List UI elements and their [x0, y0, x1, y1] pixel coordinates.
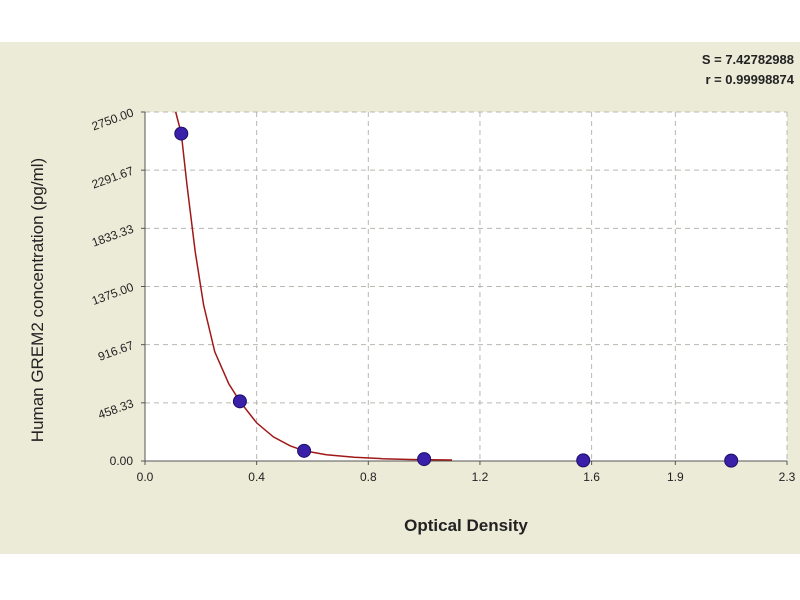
r-value: r = 0.99998874 [705, 72, 794, 87]
fitted-curve [174, 111, 453, 461]
y-tick-label: 0.00 [110, 454, 134, 468]
data-point [174, 126, 189, 141]
x-tick-label: 2.3 [779, 470, 796, 484]
x-axis-label: Optical Density [404, 516, 528, 535]
y-axis-label: Human GREM2 concentration (pg/ml) [28, 157, 47, 443]
x-tick-label: 1.6 [583, 470, 600, 484]
y-tick-label: 1375.00 [90, 280, 136, 308]
data-point [417, 452, 432, 467]
x-tick-label: 1.9 [667, 470, 684, 484]
s-value: S = 7.42782988 [701, 52, 794, 67]
y-tick-label: 2750.00 [90, 105, 136, 133]
x-tick-label: 0.0 [137, 470, 154, 484]
data-point [297, 443, 312, 458]
y-tick-label: 916.67 [96, 338, 136, 364]
x-tick-label: 0.8 [360, 470, 377, 484]
y-tick-label: 2291.67 [90, 163, 136, 191]
y-tick-label: 1833.33 [90, 222, 136, 250]
data-point [576, 453, 591, 468]
y-tick-label: 458.33 [96, 396, 136, 422]
x-tick-label: 0.4 [248, 470, 265, 484]
plot-area [145, 112, 787, 461]
x-tick-label: 1.2 [472, 470, 489, 484]
data-point [724, 453, 739, 468]
data-point [232, 394, 247, 409]
